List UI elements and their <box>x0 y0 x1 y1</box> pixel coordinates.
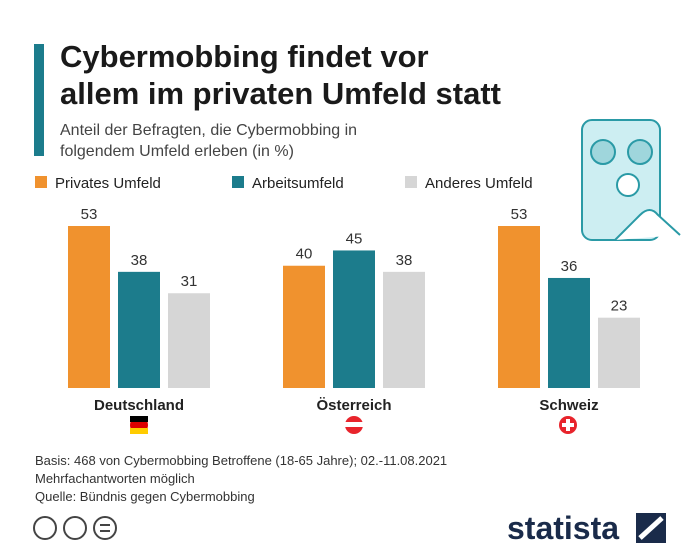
title-line: allem im privaten Umfeld statt <box>60 75 501 112</box>
flags <box>130 416 577 434</box>
title-accent <box>34 44 44 156</box>
category-label: Österreich <box>316 397 391 414</box>
value-label: 53 <box>81 206 98 223</box>
logo-mark <box>636 513 666 543</box>
title-line: Cybermobbing findet vor <box>60 38 501 75</box>
chart-title: Cybermobbing findet vor allem im private… <box>60 38 501 112</box>
legend-swatch <box>405 176 417 188</box>
subtitle-line: Anteil der Befragten, die Cybermobbing i… <box>60 120 357 141</box>
bar <box>333 250 375 388</box>
page: Privates Umfeld Arbeitsumfeld Anderes Umfe… <box>0 0 683 557</box>
legend-label: Privates Umfeld <box>55 175 161 192</box>
bar <box>598 318 640 388</box>
value-label: 53 <box>511 206 528 223</box>
bar <box>118 272 160 388</box>
phone-illustration <box>582 120 680 240</box>
legend-swatch <box>232 176 244 188</box>
note: Mehrfachantworten möglich <box>35 470 447 488</box>
value-label: 38 <box>396 252 413 269</box>
license-icons <box>34 517 116 539</box>
subtitle: Anteil der Befragten, die Cybermobbing i… <box>60 120 357 162</box>
bar <box>548 278 590 388</box>
bar <box>383 272 425 388</box>
value-label: 36 <box>561 258 578 275</box>
notes: Basis: 468 von Cybermobbing Betroffene (… <box>35 452 447 506</box>
value-label: 23 <box>611 298 628 315</box>
value-label: 40 <box>296 246 313 263</box>
category-label: Deutschland <box>94 397 184 414</box>
subtitle-line: folgendem Umfeld erleben (in %) <box>60 141 357 162</box>
brand-logo: statista <box>507 510 619 547</box>
bar <box>168 293 210 388</box>
note: Quelle: Bündnis gegen Cybermobbing <box>35 488 447 506</box>
legend-label: Anderes Umfeld <box>425 175 533 192</box>
bar <box>498 226 540 388</box>
note: Basis: 468 von Cybermobbing Betroffene (… <box>35 452 447 470</box>
category-label: Schweiz <box>539 397 598 414</box>
legend-swatch <box>35 176 47 188</box>
bar <box>283 266 325 388</box>
value-label: 31 <box>181 273 198 290</box>
legend-label: Arbeitsumfeld <box>252 175 344 192</box>
value-label: 38 <box>131 252 148 269</box>
bar <box>68 226 110 388</box>
value-label: 45 <box>346 230 363 247</box>
